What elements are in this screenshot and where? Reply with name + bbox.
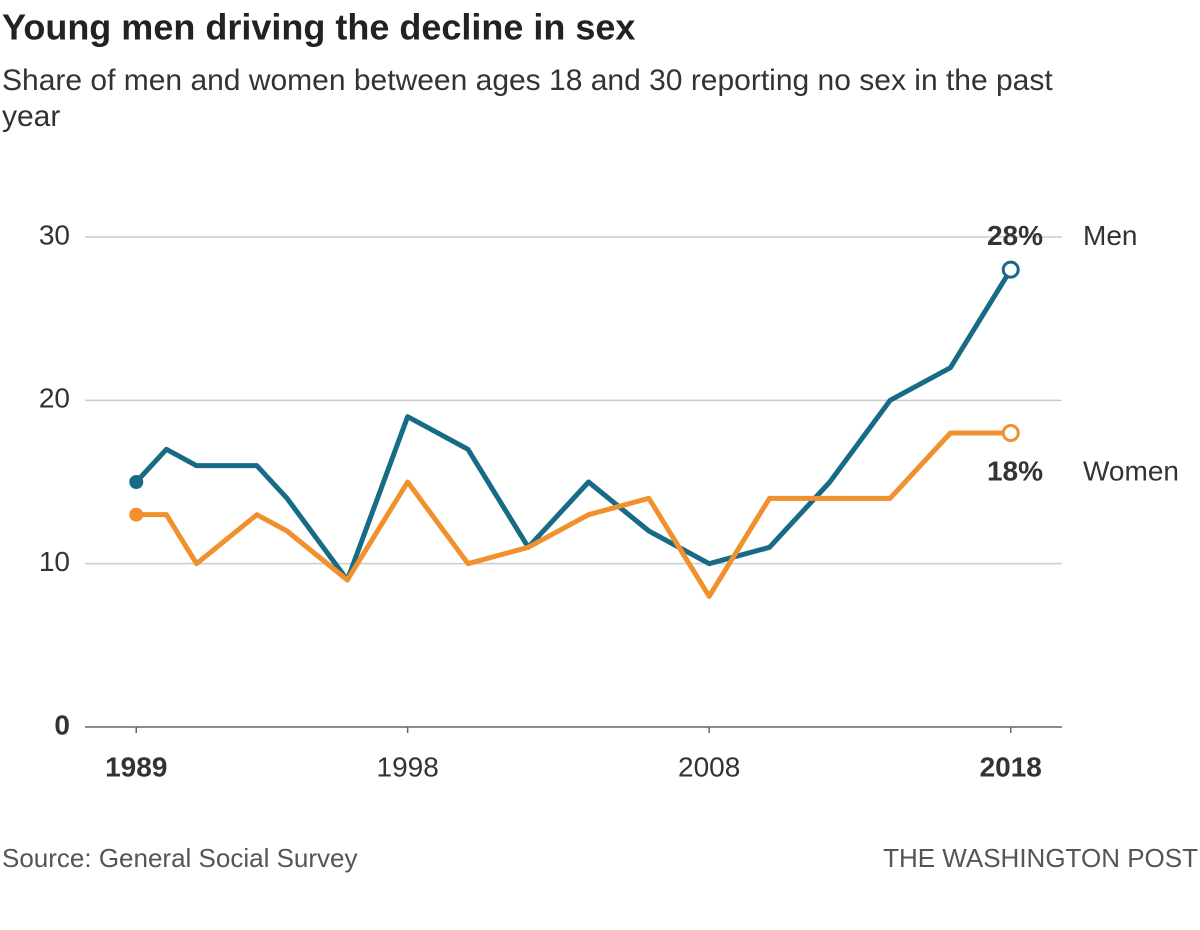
x-tick-label: 2008	[678, 751, 740, 782]
credit: THE WASHINGTON POST	[883, 843, 1198, 873]
source: Source: General Social Survey	[2, 843, 358, 873]
end-marker	[1001, 424, 1020, 442]
x-tick-label: 1989	[105, 751, 167, 782]
start-marker	[129, 475, 144, 489]
chart-subtitle: year	[2, 100, 60, 133]
y-tick-label: 0	[54, 709, 70, 740]
value-label: 18%	[987, 455, 1043, 486]
x-tick-label: 2018	[980, 751, 1042, 782]
start-marker	[129, 507, 144, 522]
series-label: Women	[1083, 455, 1179, 486]
chart-subtitle: Share of men and women between ages 18 a…	[2, 64, 1053, 97]
series-line	[136, 430, 1011, 599]
y-tick-label: 20	[39, 383, 70, 414]
series-line	[134, 268, 1013, 583]
value-label: 28%	[987, 220, 1043, 251]
end-marker	[1001, 260, 1020, 279]
y-tick-label: 10	[39, 546, 70, 577]
series-label: Men	[1083, 220, 1137, 251]
chart-title: Young men driving the decline in sex	[2, 7, 635, 48]
x-tick-label: 1998	[377, 751, 439, 782]
y-tick-label: 30	[39, 219, 70, 250]
